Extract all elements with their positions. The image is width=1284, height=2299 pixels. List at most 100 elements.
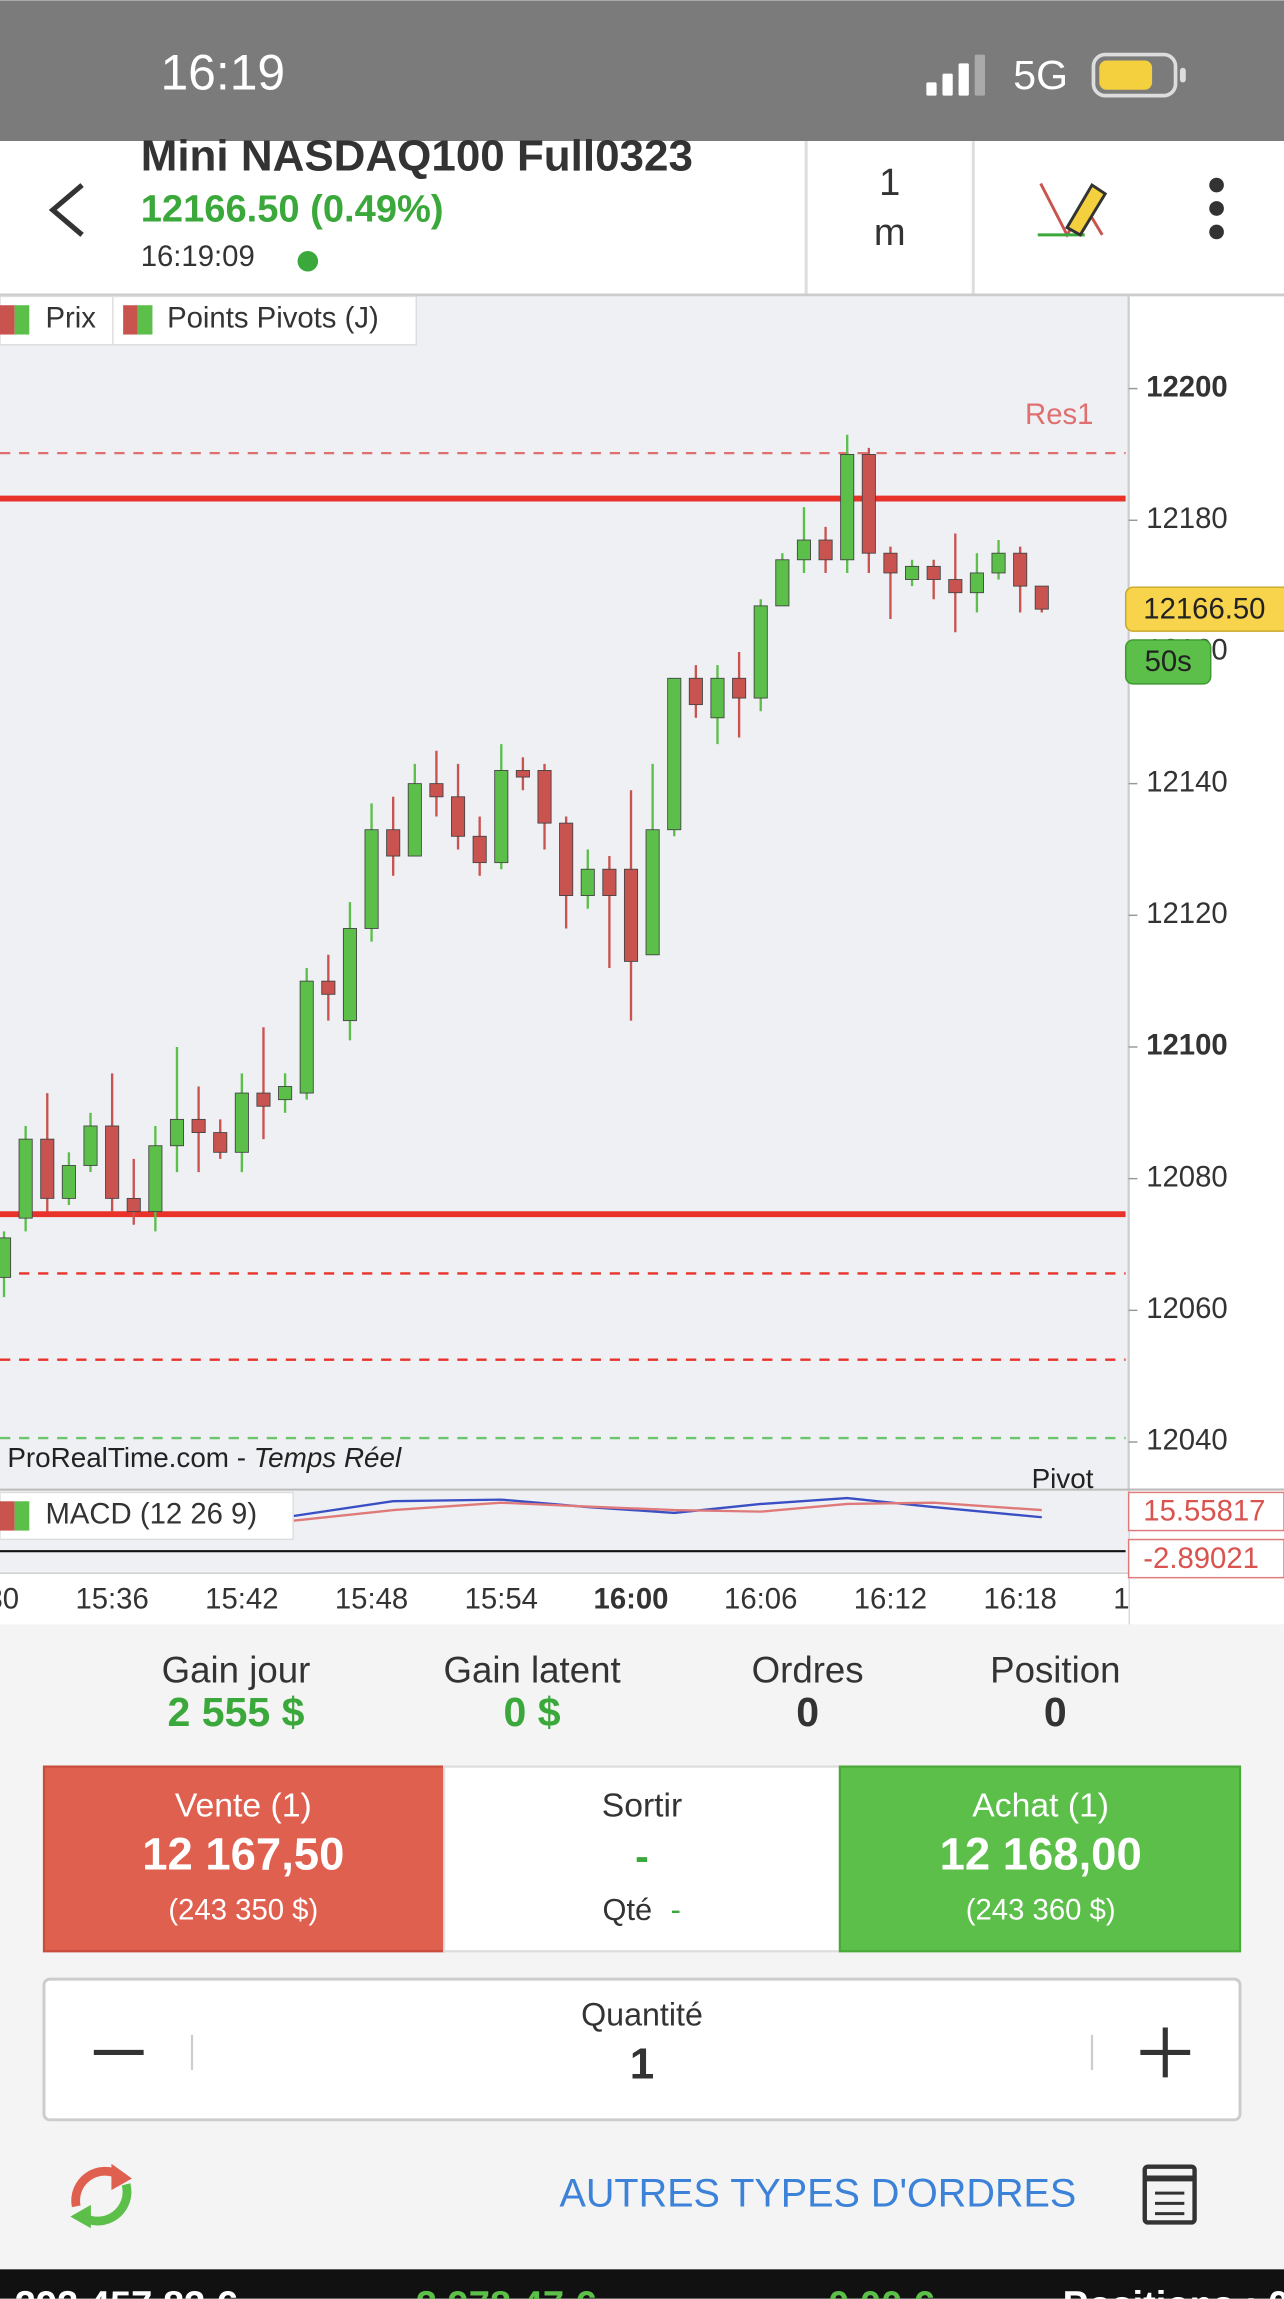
candle-body: [83, 1125, 98, 1166]
overlay: 1204012060120801210012120121401216012180…: [0, 295, 1284, 1579]
buy-price: 12 168,00: [940, 1828, 1142, 1879]
quantity-value[interactable]: 1: [630, 2040, 654, 2089]
candle-body: [883, 552, 898, 574]
legend-swatch: [123, 305, 138, 335]
macd-title: MACD (12 26 9): [45, 1498, 257, 1531]
plot: Res1: [0, 398, 1126, 1440]
x-tick-label: 16:06: [724, 1583, 797, 1616]
candle-body: [537, 770, 552, 824]
x-tick-label: 15:30: [0, 1583, 19, 1616]
footer-bar: [0, 2269, 1284, 2299]
legend-swatch: [137, 305, 153, 335]
candle-body: [559, 822, 574, 896]
candle-body: [1013, 552, 1028, 587]
x-tick-label: 16:12: [854, 1583, 927, 1616]
y-tick-label: 12040: [1146, 1424, 1227, 1457]
candle-body: [407, 783, 422, 857]
countdown: 50s: [1145, 645, 1192, 678]
exit-button[interactable]: Sortir - Qté -: [443, 1765, 841, 1953]
candle-body: [645, 829, 660, 956]
level-label: Res1: [1025, 398, 1093, 431]
plus-button[interactable]: [1140, 2027, 1191, 2078]
footer-value: 0,00 €: [828, 2285, 934, 2299]
candle-body: [472, 835, 487, 864]
stat-label: Gain latent: [443, 1649, 620, 1690]
candle-body: [364, 829, 379, 929]
candle-body: [948, 579, 963, 594]
qty-label: Qté: [603, 1892, 653, 1927]
quantity-box: [42, 1977, 1242, 2122]
candle-body: [667, 677, 682, 831]
draw-tool-button[interactable]: [1037, 182, 1108, 238]
candle-body: [732, 677, 747, 699]
other-orders-link[interactable]: AUTRES TYPES D'ORDRES: [559, 2172, 1076, 2216]
candle-body: [321, 980, 336, 995]
macd-plot: [0, 1496, 1126, 1553]
countdown-tag: [1124, 639, 1212, 685]
stat-value: 0 $: [504, 1689, 561, 1735]
candle-body: [602, 868, 617, 896]
candle-body: [299, 980, 314, 1094]
y-tick-label: 12140: [1146, 765, 1227, 798]
exit-value: -: [635, 1833, 649, 1879]
candle-body: [148, 1145, 163, 1213]
candle-body: [61, 1165, 76, 1199]
sell-button[interactable]: Vente (1) 12 167,50 (243 350 $): [42, 1765, 446, 1953]
battery-icon: [1091, 52, 1186, 98]
candle-body: [40, 1138, 55, 1199]
y-tick-label: 12060: [1146, 1292, 1227, 1325]
stat-value: 0: [1044, 1689, 1067, 1735]
menu-button[interactable]: [1209, 177, 1224, 240]
last-price-label: 12166.50: [1143, 592, 1265, 625]
qty-value: -: [671, 1892, 681, 1927]
network: 5G: [1013, 52, 1068, 98]
footer-value: 292 457,83 €: [15, 2285, 237, 2299]
instrument-title: Mini NASDAQ100 Full0323: [141, 131, 693, 180]
x-tick-label: 15:54: [465, 1583, 538, 1616]
refresh-icon[interactable]: [70, 2163, 132, 2229]
legend-swatch: [14, 1501, 30, 1531]
candle-body: [861, 454, 876, 554]
footer-value: Positions : 0: [1063, 2285, 1284, 2299]
back-button[interactable]: [48, 183, 84, 237]
y-axis-area: [1128, 296, 1284, 1625]
stat-label: Gain jour: [162, 1649, 311, 1690]
sell-label: Vente (1): [175, 1787, 312, 1825]
instrument-price: 12166.50 (0.49%): [141, 188, 444, 230]
macd-value-tag: [1127, 1491, 1284, 1532]
candle-body: [451, 796, 466, 837]
candle-body: [169, 1118, 185, 1147]
candle-body: [796, 539, 812, 561]
candle-body: [969, 572, 984, 594]
interval-value: 1: [879, 162, 900, 204]
stat-label: Ordres: [752, 1649, 864, 1690]
candle-body: [710, 677, 725, 719]
x-axis-area: [0, 1573, 1129, 1625]
source: ProRealTime.com - Temps Réel: [7, 1443, 402, 1474]
candle-body: [234, 1092, 249, 1153]
candle-body: [342, 928, 357, 1022]
candle-body: [775, 559, 790, 607]
candle-body: [580, 868, 595, 896]
y-tick-label: 12080: [1146, 1160, 1227, 1193]
candle-body: [0, 1237, 12, 1278]
orders-list-icon[interactable]: [1142, 2164, 1197, 2225]
quantity-label: Quantité: [581, 1997, 703, 2033]
y-tick-label: 12200: [1146, 370, 1227, 403]
candle-body: [126, 1197, 141, 1213]
y-tick-label: 12180: [1146, 502, 1227, 535]
buy-label: Achat (1): [972, 1787, 1109, 1825]
candle-body: [1034, 585, 1049, 610]
x-tick-label: 15:36: [75, 1583, 148, 1616]
candle-body: [840, 454, 855, 561]
macd-line: [284, 1501, 1042, 1523]
macd-value-label: 15.55817: [1143, 1495, 1265, 1528]
macd-value-tag: [1127, 1538, 1284, 1579]
buy-button[interactable]: Achat (1) 12 168,00 (243 360 $): [838, 1765, 1242, 1953]
source-sep: -: [229, 1443, 254, 1474]
clock: 16:19: [160, 45, 285, 101]
pivot-label: Pivot: [1032, 1463, 1094, 1494]
interval-button[interactable]: 1 m: [874, 162, 906, 254]
